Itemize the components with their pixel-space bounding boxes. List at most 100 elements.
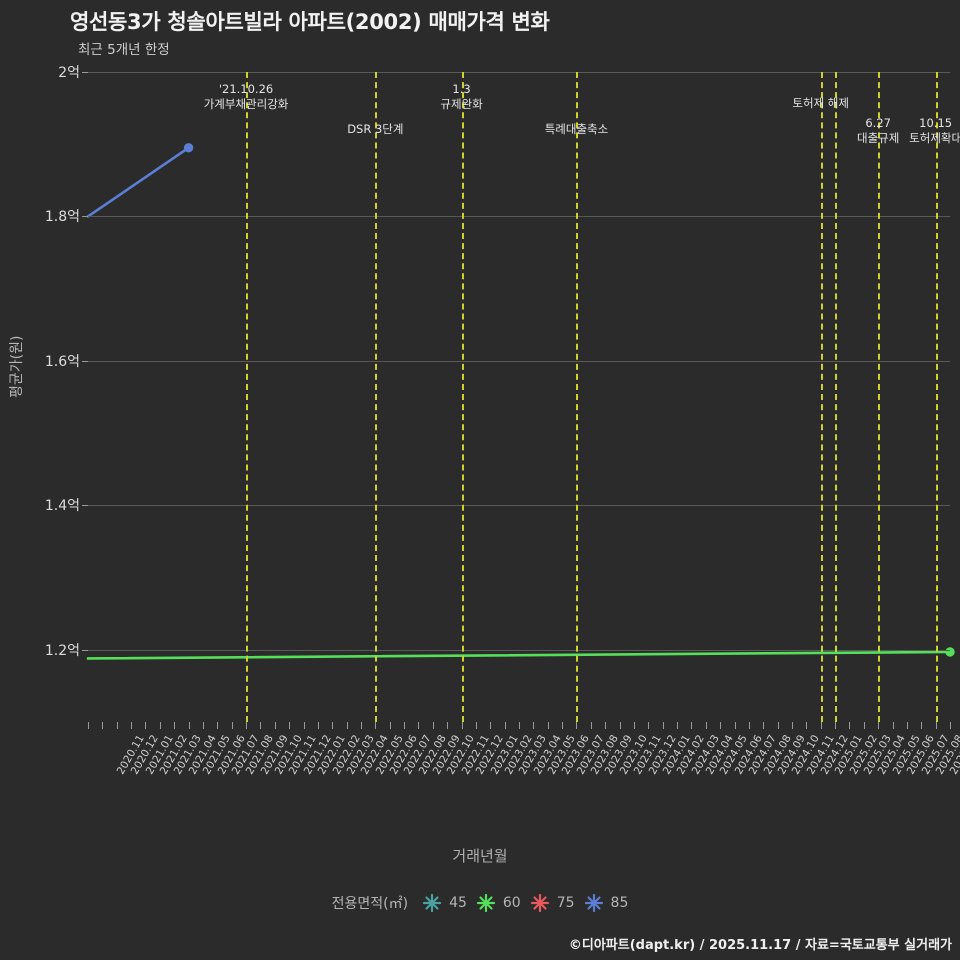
x-axis-tick-mark	[490, 722, 492, 729]
legend: 전용면적(㎡) 45 60 75 85	[0, 893, 960, 913]
x-axis-tick-mark	[418, 722, 420, 729]
x-axis-tick-mark	[375, 722, 377, 729]
x-axis-tick-mark	[131, 722, 133, 729]
x-axis-tick-mark	[950, 722, 951, 729]
x-axis-tick-mark	[691, 722, 693, 729]
x-axis-tick-mark	[202, 722, 204, 729]
y-axis-tick-label: 1.8억	[44, 209, 80, 226]
y-axis-title: 평균가(원)	[9, 335, 25, 398]
x-axis-tick-mark	[935, 722, 937, 729]
gridline	[88, 360, 950, 362]
x-axis-tick-mark	[174, 722, 176, 729]
series-line-85	[86, 146, 190, 218]
event-vline	[820, 72, 823, 722]
x-axis-tick-mark	[763, 722, 765, 729]
footer-credit: ©디아파트(dapt.kr) / 2025.11.17 / 자료=국토교통부 실…	[568, 938, 952, 953]
y-axis-tick-label: 1.6억	[44, 353, 80, 370]
series-endpoint-85[interactable]	[183, 143, 194, 153]
x-axis-tick-mark	[231, 722, 233, 729]
y-axis-tick-mark	[82, 505, 88, 507]
x-axis-tick-mark	[274, 722, 276, 729]
legend-label-45: 45	[449, 895, 467, 911]
x-axis-tick-mark	[317, 722, 319, 729]
legend-item-85[interactable]: 85	[584, 893, 629, 913]
x-axis-tick-mark	[519, 722, 520, 729]
legend-item-75[interactable]: 75	[530, 893, 575, 913]
x-axis-tick-mark	[303, 722, 305, 729]
page-title: 영선동3가 청솔아트빌라 아파트(2002) 매매가격 변화	[70, 10, 550, 34]
x-axis-tick-mark	[820, 722, 822, 729]
x-axis-tick-mark	[863, 722, 865, 729]
x-axis-tick-mark	[619, 722, 621, 729]
chart-subtitle: 최근 5개년 한정	[78, 42, 170, 58]
x-axis: 2020.11 2020.12 2021.01 2021.02 2021.03 2021.…	[88, 722, 960, 852]
x-axis-tick-mark	[88, 722, 89, 729]
x-axis-tick-mark	[332, 722, 334, 729]
y-axis-tick-mark	[82, 360, 88, 362]
x-axis-tick-mark	[878, 722, 880, 729]
star-marker-60	[476, 893, 495, 913]
gridline	[88, 216, 950, 218]
x-axis-tick-mark	[849, 722, 851, 729]
x-axis-tick-mark	[246, 722, 248, 729]
event-vline	[576, 72, 579, 722]
x-axis-tick-mark	[346, 722, 348, 729]
x-axis-tick-mark	[461, 722, 463, 729]
x-axis-tick-mark	[360, 722, 362, 729]
series-layer	[86, 143, 955, 660]
y-axis-tick-label: 1.4억	[44, 498, 80, 515]
x-axis-tick-mark	[748, 722, 750, 729]
series-line-60	[86, 650, 952, 660]
x-axis-tick-mark	[662, 722, 664, 729]
y-axis-tick-mark	[82, 216, 88, 218]
x-axis-tick-mark	[720, 722, 722, 729]
legend-item-60[interactable]: 60	[476, 893, 521, 913]
x-axis-tick-mark	[734, 722, 736, 729]
y-axis-tick-label: 1.2억	[44, 642, 80, 659]
x-axis-tick-mark	[590, 722, 592, 729]
legend-label-60: 60	[502, 895, 521, 911]
x-axis-tick-mark	[504, 722, 506, 729]
x-axis-tick-mark	[289, 722, 291, 729]
x-axis-title: 거래년월	[452, 847, 508, 865]
x-axis-tick-mark	[217, 722, 219, 729]
star-marker-75	[530, 893, 549, 913]
star-marker-45	[422, 893, 442, 913]
event-vline	[461, 72, 464, 722]
x-axis-tick-mark	[835, 722, 837, 729]
event-vline	[878, 72, 881, 722]
event-vline	[246, 72, 249, 722]
y-axis-tick-mark	[82, 72, 88, 73]
event-vline	[375, 72, 378, 722]
plot-area	[86, 72, 955, 722]
x-axis-tick-mark	[705, 722, 707, 729]
x-axis-tick-mark	[432, 722, 434, 729]
legend-item-45[interactable]: 45	[422, 893, 467, 913]
y-axis-tick-mark	[82, 649, 88, 651]
x-axis-tick-mark	[102, 722, 104, 729]
x-axis-tick-mark	[562, 722, 564, 729]
x-axis-tick-mark	[188, 722, 190, 729]
legend-title: 전용면적(㎡)	[331, 896, 409, 912]
legend-label-85: 85	[610, 895, 629, 911]
x-axis-tick-mark	[145, 722, 147, 729]
legend-label-75: 75	[556, 895, 575, 911]
star-marker-85	[584, 893, 603, 913]
x-axis-tick-mark	[806, 722, 808, 729]
gridline	[88, 72, 950, 73]
x-axis-tick-mark	[791, 722, 793, 729]
x-axis-tick-mark	[475, 722, 477, 729]
x-axis-tick-mark	[447, 722, 449, 729]
x-axis-tick-mark	[906, 722, 908, 729]
x-axis-tick-mark	[648, 722, 650, 729]
x-axis-tick-mark	[533, 722, 535, 729]
x-axis-tick-mark	[921, 722, 923, 729]
x-axis-tick-mark	[892, 722, 894, 729]
x-axis-tick-mark	[404, 722, 406, 729]
x-axis-tick-mark	[633, 722, 635, 729]
x-axis-tick-mark	[605, 722, 607, 729]
gridline	[88, 505, 950, 507]
x-axis-tick-mark	[116, 722, 118, 729]
gridline	[88, 649, 950, 651]
